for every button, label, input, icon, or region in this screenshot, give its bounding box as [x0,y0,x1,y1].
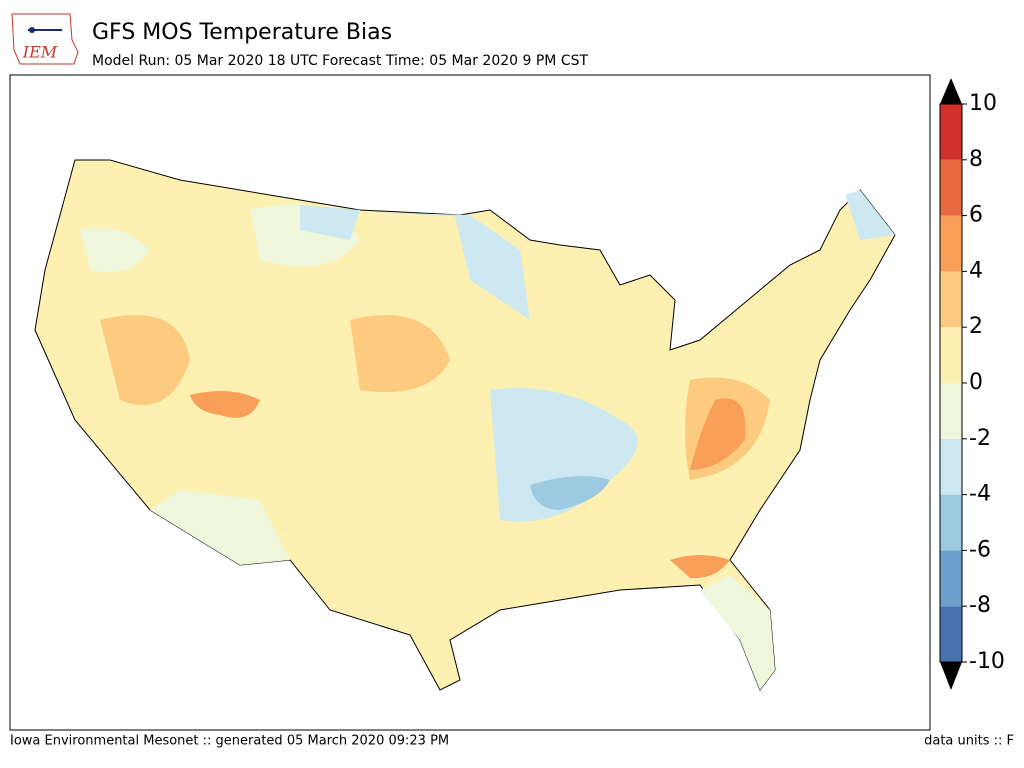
colorbar-tick-label: 6 [969,203,983,228]
colorbar-segment [940,550,962,607]
contour [350,315,450,392]
colorbar-tick-label: 2 [969,314,983,339]
colorbar-tick-label: 10 [969,91,997,116]
colorbar-segment [940,383,962,439]
colorbar-extend-top [940,78,962,104]
contour [700,575,775,690]
contour [530,476,610,510]
contour [100,315,190,405]
colorbar-tick-label: 0 [969,370,983,395]
logo: IEM [11,13,79,65]
colorbar-segment [940,159,962,216]
colorbar-tick-label: -2 [969,426,991,451]
contour [670,555,730,579]
contour [80,227,150,273]
colorbar-segment [940,271,962,328]
logo-text: IEM [22,43,58,62]
contour [845,190,895,240]
contour [365,212,530,320]
colorbar: -10 -8 -6 -4 -2 0 2 4 6 8 10 [939,78,1005,690]
colorbar-segment [940,104,962,160]
colorbar-tick-label: -8 [969,593,991,618]
contour [190,391,260,418]
logo-dot [29,27,35,33]
subtitle: Model Run: 05 Mar 2020 18 UTC Forecast T… [92,53,588,69]
logo-outline [11,13,79,65]
footer-left: Iowa Environmental Mesonet :: generated … [10,734,449,749]
colorbar-segment [940,327,962,383]
colorbar-segment [940,215,962,272]
title: GFS MOS Temperature Bias [92,20,392,45]
colorbar-tick-label: -4 [969,482,991,507]
colorbar-segment [940,438,962,495]
contour [150,490,290,565]
map [34,159,896,692]
colorbar-extend-bottom [940,662,962,690]
contour [300,205,360,240]
contour [690,398,746,470]
colorbar-tick-label: -10 [969,649,1005,674]
colorbar-tick-label: 8 [969,147,983,172]
colorbar-tick-label: -6 [969,537,991,562]
colorbar-segment [940,606,962,662]
colorbar-tick-label: 4 [969,258,983,283]
colorbar-segment [940,494,962,551]
footer-right: data units :: F [924,734,1014,749]
